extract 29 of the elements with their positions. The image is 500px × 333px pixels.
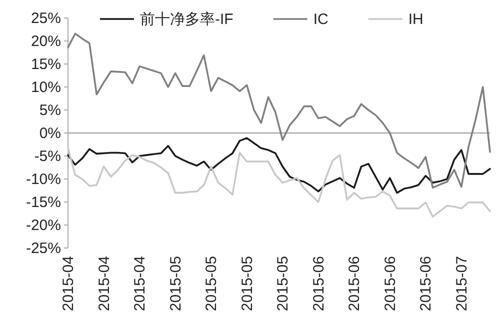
line-series xyxy=(67,147,491,218)
x-tick-label: 2015-06 xyxy=(418,256,435,312)
x-tick-label: 2015-04 xyxy=(132,256,149,312)
x-tick-label: 2015-04 xyxy=(60,256,77,312)
legend-label: 前十净多率-IF xyxy=(140,11,234,28)
x-tick-label: 2015-05 xyxy=(167,256,184,312)
x-tick-label: 2015-06 xyxy=(382,256,399,312)
line-series xyxy=(67,32,491,189)
legend-label: IC xyxy=(313,11,328,28)
x-tick-label: 2015-05 xyxy=(238,256,256,312)
y-tick-label: 15% xyxy=(30,56,61,73)
x-tick-label: 2015-04 xyxy=(96,256,113,312)
y-tick-label: 20% xyxy=(30,33,61,50)
x-tick-label: 2015-06 xyxy=(346,256,364,312)
y-tick-label: 5% xyxy=(39,102,61,119)
legend-label: IH xyxy=(408,11,424,28)
y-tick-label: -15% xyxy=(26,194,61,211)
line-series xyxy=(67,137,491,194)
y-tick-label: 0% xyxy=(39,125,61,142)
y-tick-label: 10% xyxy=(30,79,61,96)
x-tick-label: 2015-05 xyxy=(274,256,292,312)
x-tick-label: 2015-07 xyxy=(453,256,470,312)
y-tick-label: -25% xyxy=(26,240,61,257)
y-tick-label: -20% xyxy=(26,217,61,234)
y-tick-label: 25% xyxy=(30,10,61,27)
y-tick-label: -5% xyxy=(34,148,61,165)
x-tick-label: 2015-06 xyxy=(310,256,328,312)
x-tick-label: 2015-05 xyxy=(203,256,220,312)
y-tick-label: -10% xyxy=(26,171,61,188)
